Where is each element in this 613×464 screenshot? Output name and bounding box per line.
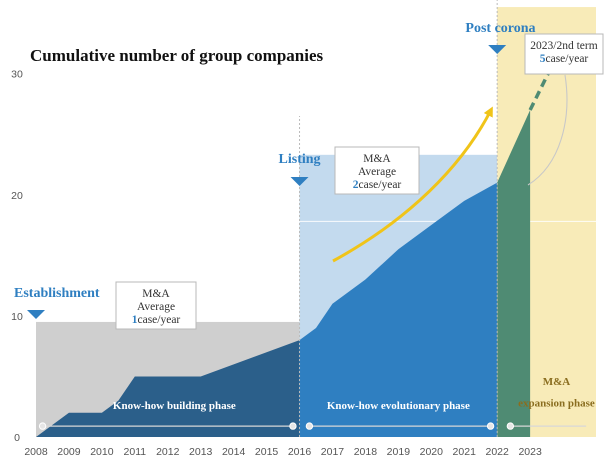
milestone-label-3: Post corona	[465, 21, 535, 36]
x-tick-2013: 2013	[189, 446, 213, 458]
x-tick-2022: 2022	[485, 446, 509, 458]
phase-timeline-start-dot-1	[38, 422, 47, 430]
milestone-label-2: Listing	[279, 152, 321, 167]
annotation-box-1	[115, 281, 197, 330]
annotation-line2-2: Average	[358, 166, 396, 178]
annotation-rate-unit-2: case/year	[358, 179, 401, 191]
x-tick-2021: 2021	[453, 446, 477, 458]
annotation-line2-1: Average	[137, 301, 175, 313]
chart-labels: Know-how building phase Know-how evolutio…	[14, 21, 604, 412]
x-tick-2009: 2009	[57, 446, 81, 458]
phase-timeline-end-dot-1	[289, 422, 297, 430]
x-tick-2012: 2012	[156, 446, 180, 458]
x-tick-2018: 2018	[354, 446, 378, 458]
annotation-rate-2: 2case/year	[353, 179, 402, 191]
x-tick-2010: 2010	[90, 446, 114, 458]
annotation-box-3	[524, 33, 604, 75]
area-segment-early	[36, 340, 300, 437]
milestone-label-1: Establishment	[14, 286, 100, 301]
annotation-line1-1: M&A	[142, 288, 170, 300]
annotation-line1-2: M&A	[363, 153, 391, 165]
area-segment-late	[497, 110, 531, 437]
x-tick-2020: 2020	[420, 446, 444, 458]
x-tick-2023: 2023	[518, 446, 542, 458]
chart-overlays	[38, 0, 587, 437]
annotation-box-2	[334, 146, 420, 195]
cumulative-area	[36, 110, 531, 437]
annotation-rate-1: 1case/year	[132, 314, 181, 326]
phase-label-1: Know-how building phase	[113, 400, 236, 412]
annotation-callout-line	[527, 74, 568, 186]
x-tick-2014: 2014	[222, 446, 246, 458]
phase-timeline-end-dot-2	[486, 422, 495, 430]
x-tick-2011: 2011	[124, 446, 147, 458]
annotation-rate-unit-1: case/year	[137, 314, 180, 326]
x-tick-2015: 2015	[255, 446, 279, 458]
annotation-rate-number-2: 2	[353, 179, 359, 191]
x-tick-2019: 2019	[387, 446, 411, 458]
phase-timeline-start-dot-2	[305, 422, 314, 430]
y-tick-0: 0	[14, 432, 20, 444]
milestone-marker-2	[290, 177, 309, 186]
phase-timeline-start-dot-3	[506, 422, 515, 430]
area-segment-mid	[299, 182, 498, 437]
x-tick-2017: 2017	[321, 446, 345, 458]
axes: 0 10 20 30 2008 2009 2010 2011 2012 2013 2014 2015 2…	[11, 69, 542, 458]
growth-arrow	[332, 106, 493, 263]
x-tick-2008: 2008	[24, 446, 48, 458]
y-tick-20: 20	[11, 190, 23, 202]
annotation-rate-number-3: 5	[540, 53, 546, 65]
x-tick-2016: 2016	[288, 446, 312, 458]
annotation-rate-unit-3: case/year	[545, 53, 588, 65]
annotation-line1-3: 2023/2nd term	[530, 40, 597, 52]
annotation-rate-number-1: 1	[132, 314, 138, 326]
phase-label-3b: expansion phase	[518, 398, 595, 410]
milestone-marker-1	[27, 310, 45, 319]
chart-title: Cumulative number of group companies	[30, 46, 324, 65]
phase-label-3a: M&A	[543, 376, 571, 388]
annotation-rate-3: 5case/year	[540, 53, 589, 65]
y-tick-30: 30	[11, 69, 23, 81]
phase-label-2: Know-how evolutionary phase	[327, 400, 470, 412]
y-tick-10: 10	[11, 311, 23, 323]
milestone-marker-3	[488, 45, 507, 54]
